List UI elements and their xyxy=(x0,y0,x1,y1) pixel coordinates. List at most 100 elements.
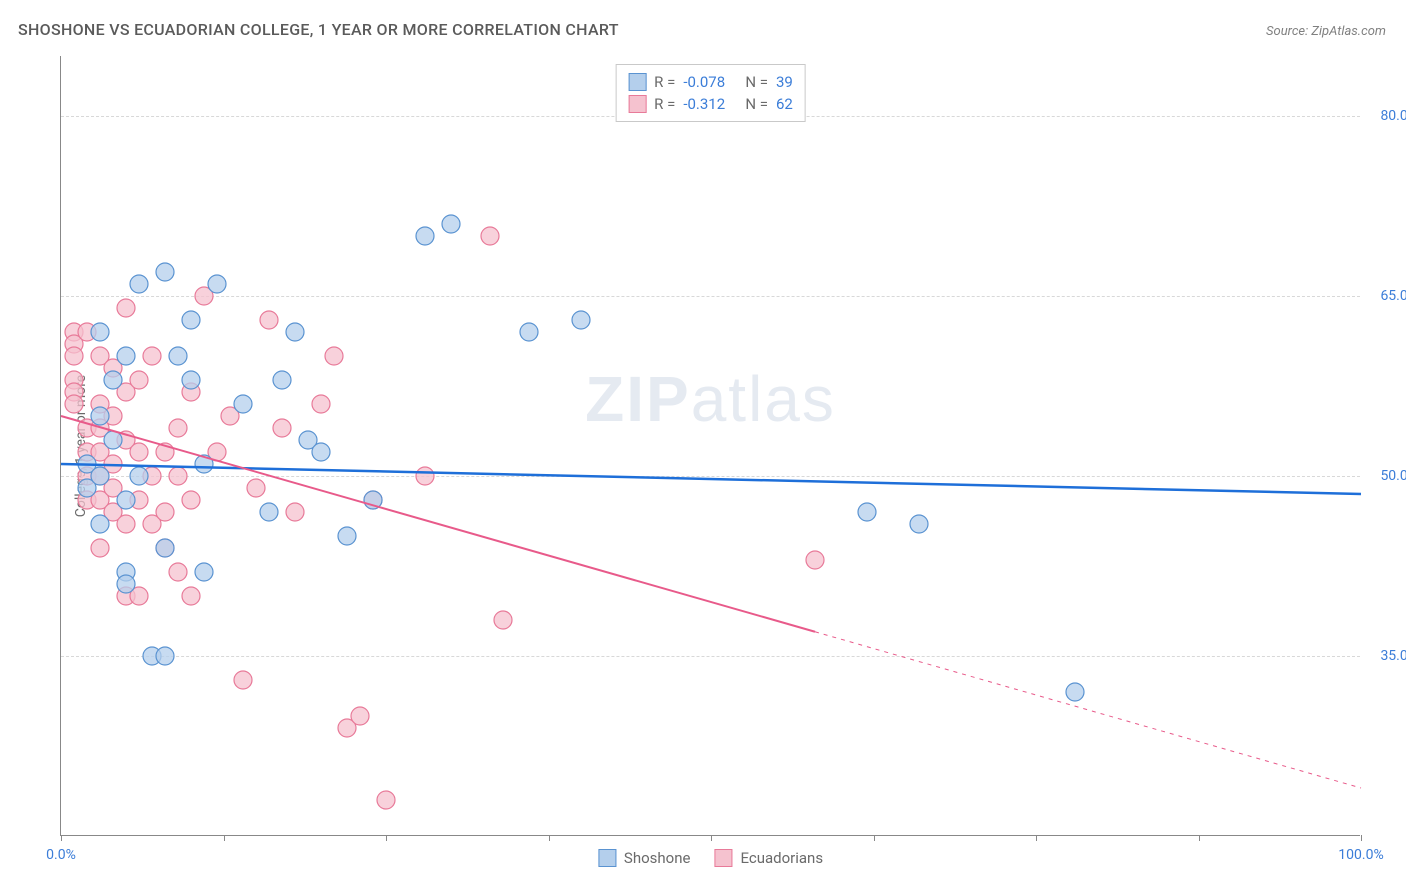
data-point xyxy=(312,443,330,461)
data-point xyxy=(312,395,330,413)
legend-swatch xyxy=(598,849,616,867)
data-point xyxy=(195,563,213,581)
x-tick xyxy=(386,835,387,841)
data-point xyxy=(169,563,187,581)
data-point xyxy=(182,311,200,329)
data-point xyxy=(104,371,122,389)
data-point xyxy=(130,275,148,293)
data-point xyxy=(143,347,161,365)
x-tick xyxy=(1199,835,1200,841)
data-point xyxy=(117,491,135,509)
x-tick xyxy=(874,835,875,841)
data-point xyxy=(91,323,109,341)
scatter-svg xyxy=(61,56,1360,835)
data-point xyxy=(156,539,174,557)
x-tick xyxy=(711,835,712,841)
data-point xyxy=(169,467,187,485)
legend-n-value: 39 xyxy=(776,73,793,91)
data-point xyxy=(286,503,304,521)
x-tick xyxy=(61,835,62,841)
data-point xyxy=(286,323,304,341)
data-point xyxy=(234,671,252,689)
data-point xyxy=(481,227,499,245)
data-point xyxy=(156,503,174,521)
data-point xyxy=(156,647,174,665)
data-point xyxy=(1066,683,1084,701)
data-point xyxy=(338,527,356,545)
data-point xyxy=(208,275,226,293)
legend-n-label: N = xyxy=(745,95,768,113)
data-point xyxy=(130,371,148,389)
legend-swatch xyxy=(714,849,732,867)
data-point xyxy=(572,311,590,329)
data-point xyxy=(182,587,200,605)
data-point xyxy=(442,215,460,233)
legend-r-value: -0.078 xyxy=(683,73,737,91)
data-point xyxy=(494,611,512,629)
data-point xyxy=(806,551,824,569)
data-point xyxy=(91,467,109,485)
data-point xyxy=(858,503,876,521)
x-tick xyxy=(1036,835,1037,841)
data-point xyxy=(117,575,135,593)
x-tick xyxy=(549,835,550,841)
y-tick-label: 65.0% xyxy=(1380,288,1406,304)
data-point xyxy=(117,299,135,317)
y-tick-label: 35.0% xyxy=(1380,648,1406,664)
data-point xyxy=(91,407,109,425)
legend-item: Shoshone xyxy=(598,849,691,867)
chart-source: Source: ZipAtlas.com xyxy=(1266,24,1386,39)
data-point xyxy=(520,323,538,341)
chart-container: College, 1 year or more ZIPatlas 35.0%50… xyxy=(50,56,1386,836)
legend-series: Shoshone Ecuadorians xyxy=(598,849,823,867)
data-point xyxy=(117,347,135,365)
x-tick xyxy=(224,835,225,841)
legend-item: Ecuadorians xyxy=(714,849,823,867)
data-point xyxy=(416,467,434,485)
legend-r-label: R = xyxy=(654,95,675,113)
data-point xyxy=(91,515,109,533)
data-point xyxy=(130,467,148,485)
data-point xyxy=(247,479,265,497)
legend-correlation: R = -0.078 N = 39 R = -0.312 N = 62 xyxy=(615,64,806,122)
data-point xyxy=(156,263,174,281)
x-tick xyxy=(1361,835,1362,841)
data-point xyxy=(169,347,187,365)
chart-title: SHOSHONE VS ECUADORIAN COLLEGE, 1 YEAR O… xyxy=(18,20,619,39)
data-point xyxy=(273,419,291,437)
data-point xyxy=(117,515,135,533)
legend-label: Ecuadorians xyxy=(740,849,823,867)
legend-n-value: 62 xyxy=(776,95,793,113)
data-point xyxy=(910,515,928,533)
data-point xyxy=(325,347,343,365)
legend-swatch xyxy=(628,73,646,91)
plot-area: ZIPatlas 35.0%50.0%65.0%80.0% R =-0.078N… xyxy=(60,56,1360,836)
x-tick-label: 100.0% xyxy=(1338,847,1383,863)
data-point xyxy=(260,503,278,521)
x-tick-label: 0.0% xyxy=(46,847,76,863)
legend-label: Shoshone xyxy=(624,849,691,867)
legend-r-value: -0.312 xyxy=(683,95,737,113)
trend-line-dashed xyxy=(815,632,1361,788)
data-point xyxy=(260,311,278,329)
data-point xyxy=(65,395,83,413)
data-point xyxy=(377,791,395,809)
legend-r-label: R = xyxy=(654,73,675,91)
legend-row: R = -0.078 N = 39 xyxy=(628,71,793,93)
data-point xyxy=(91,539,109,557)
data-point xyxy=(169,419,187,437)
legend-n-label: N = xyxy=(745,73,768,91)
data-point xyxy=(416,227,434,245)
y-tick-label: 50.0% xyxy=(1380,468,1406,484)
data-point xyxy=(182,491,200,509)
legend-row: R = -0.312 N = 62 xyxy=(628,93,793,115)
trend-line xyxy=(61,416,815,632)
legend-swatch xyxy=(628,95,646,113)
data-point xyxy=(65,347,83,365)
data-point xyxy=(273,371,291,389)
data-point xyxy=(130,443,148,461)
data-point xyxy=(182,371,200,389)
data-point xyxy=(234,395,252,413)
y-tick-label: 80.0% xyxy=(1380,108,1406,124)
data-point xyxy=(351,707,369,725)
